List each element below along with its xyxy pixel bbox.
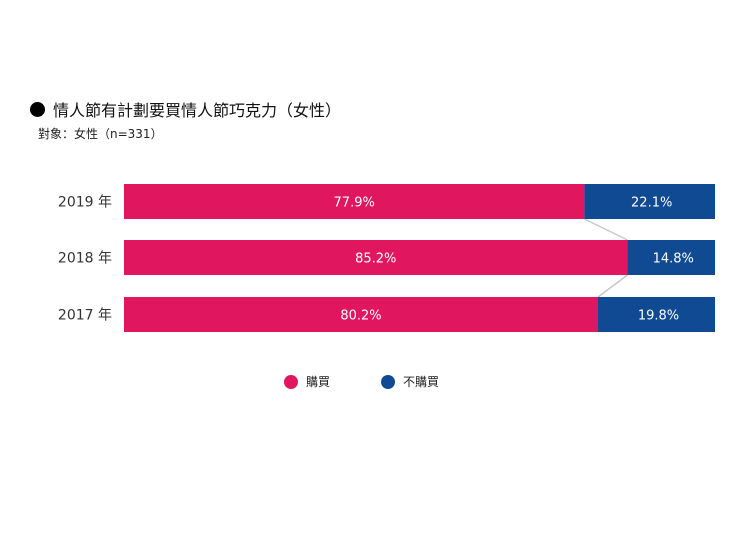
bar-buy bbox=[124, 184, 585, 219]
bar-not-buy bbox=[627, 240, 715, 275]
legend-item-buy: 購買 bbox=[284, 373, 330, 390]
legend-swatch-buy bbox=[284, 374, 298, 389]
bar-not-buy bbox=[597, 297, 715, 332]
category-label: 2019 年 bbox=[58, 195, 112, 211]
chart-title: 情人節有計劃要買情人節巧克力（女性） bbox=[53, 101, 342, 120]
legend-swatch-not-buy bbox=[381, 374, 395, 389]
data-label-not-buy: 22.1% bbox=[631, 196, 672, 211]
chart-title-row: 情人節有計劃要買情人節巧克力（女性） bbox=[30, 98, 341, 120]
series-connector-line bbox=[584, 218, 628, 241]
legend-item-not-buy: 不購買 bbox=[381, 373, 439, 390]
data-label-buy: 85.2% bbox=[355, 252, 396, 267]
data-label-buy: 77.9% bbox=[334, 196, 375, 211]
category-label: 2017 年 bbox=[58, 308, 112, 324]
data-label-not-buy: 14.8% bbox=[653, 252, 694, 267]
chart-subtitle: 對象：女性（n=331） bbox=[38, 127, 163, 141]
bar-buy bbox=[124, 240, 628, 275]
bar-not-buy bbox=[584, 184, 715, 219]
series-connector-line bbox=[597, 274, 628, 298]
legend-label-buy: 購買 bbox=[306, 375, 331, 389]
chart-legend: 購買 不購買 bbox=[0, 373, 750, 393]
category-label: 2018 年 bbox=[58, 251, 112, 267]
title-bullet-icon bbox=[30, 101, 45, 117]
data-label-not-buy: 19.8% bbox=[638, 309, 679, 324]
bar-buy bbox=[124, 297, 598, 332]
legend-label-not-buy: 不購買 bbox=[403, 375, 440, 389]
data-label-buy: 80.2% bbox=[340, 309, 381, 324]
